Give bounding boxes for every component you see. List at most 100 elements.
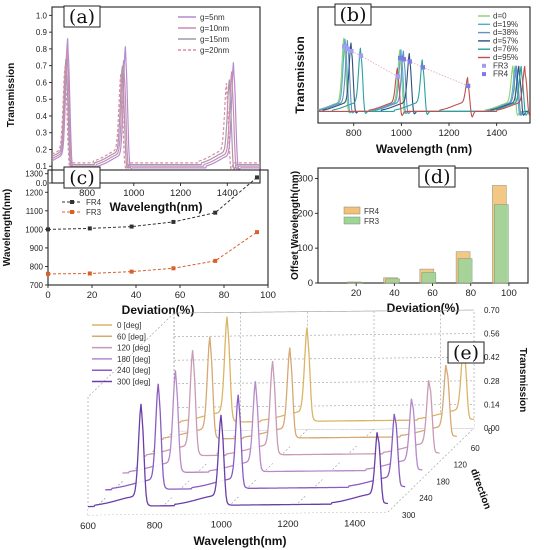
data-point-c <box>255 175 259 180</box>
legend-label-c: FR4 <box>86 198 102 207</box>
y-tick-label-d: 300 <box>297 173 313 184</box>
y-tick-label-a: 0.4 <box>36 112 48 121</box>
y-tick-label-a: 0.6 <box>36 78 48 87</box>
series-line-e <box>156 336 457 441</box>
z-tick-label-e: 0.28 <box>484 377 500 386</box>
legend-swatch-b <box>482 63 486 68</box>
bar-d <box>494 204 509 284</box>
x-tick-label-a: 1200 <box>170 188 191 199</box>
legend-label-b: d=38% <box>493 28 518 37</box>
data-point-c <box>46 271 50 276</box>
z-tick-label-e: 0.42 <box>484 353 500 362</box>
x-tick-label-b: 800 <box>346 128 362 139</box>
y-tick-label-d: 100 <box>297 243 313 254</box>
direction-tick-label-e: 300 <box>402 511 416 520</box>
legend-label-e: 300 [deg] <box>117 378 150 387</box>
legend-label-b: d=76% <box>493 45 518 54</box>
x-tick-label-e: 1400 <box>344 518 365 529</box>
x-tick-label-c: 40 <box>131 290 142 301</box>
legend-label-c: FR3 <box>86 208 102 217</box>
data-point-c <box>46 227 50 232</box>
direction-tick-label-e: 0 <box>488 427 493 436</box>
legend-swatch-d <box>343 216 361 225</box>
legend-label-e: 240 [deg] <box>117 366 150 375</box>
y-tick-label-d: 0 <box>308 278 313 289</box>
legend-label-b: FR3 <box>493 61 509 70</box>
y-tick-label-c: 1300 <box>25 170 43 179</box>
marker-point-b <box>465 83 471 89</box>
direction-axis-label-e: direction <box>468 467 493 510</box>
series-line-c <box>47 177 258 230</box>
y-tick-label-a: 0.2 <box>36 145 48 154</box>
x-tick-label-b: 1200 <box>438 128 459 139</box>
legend-label-a: g=5nm <box>200 13 225 22</box>
legend-label-a: g=15nm <box>200 35 229 44</box>
data-point-c <box>87 271 92 276</box>
series-fill-e <box>88 403 388 515</box>
x-tick-label-d: 80 <box>465 288 476 299</box>
x-tick-label-c: 100 <box>260 290 276 301</box>
plot-frame-a <box>51 6 261 184</box>
y-tick-label-c: 1000 <box>25 225 43 234</box>
panel-tag-b: (b) <box>340 4 367 26</box>
x-axis-label-d: Deviation(%) <box>387 301 460 315</box>
y-axis-label-b: Transmission <box>293 36 307 113</box>
x-tick-label-e: 1200 <box>277 519 298 530</box>
legend-marker-c <box>70 210 74 214</box>
legend-label-e: 180 [deg] <box>117 355 150 364</box>
z-grid-e <box>173 356 475 361</box>
y-tick-label-a: 0.1 <box>36 162 48 171</box>
y-tick-label-c: 1100 <box>26 207 44 216</box>
marker-point-b <box>345 46 350 51</box>
series-line-e <box>139 350 440 457</box>
direction-tick-label-e: 180 <box>436 477 450 486</box>
data-point-c <box>171 266 176 271</box>
x-tick-label-e: 1000 <box>211 520 232 531</box>
y-tick-label-a: 1.0 <box>36 11 48 20</box>
z-tick-label-e: 0.56 <box>484 330 500 339</box>
data-point-c <box>87 226 92 231</box>
y-tick-label-c: 1200 <box>25 188 43 197</box>
legend-label-b: d=57% <box>493 36 518 45</box>
legend-label-a: g=20nm <box>200 46 229 55</box>
x-tick-label-c: 20 <box>87 290 98 301</box>
y-tick-label-c: 700 <box>30 281 44 290</box>
legend-label-b: FR4 <box>493 70 509 79</box>
data-point-c <box>171 219 176 224</box>
marker-point-b <box>343 45 348 50</box>
panel-tag-box-d <box>418 165 456 188</box>
y-tick-label-a: 0.7 <box>36 62 48 71</box>
data-point-c <box>129 224 134 229</box>
series-line-a <box>51 49 260 170</box>
x-tick-label-d: 20 <box>351 288 362 299</box>
y-tick-label-a: 0.5 <box>36 95 48 104</box>
legend-label-a: g=10nm <box>200 24 229 33</box>
legend-label-d: FR4 <box>364 207 380 216</box>
x-tick-label-d: 60 <box>427 288 438 299</box>
marker-point-b <box>395 74 400 79</box>
y-tick-label-a: 0.9 <box>36 28 48 37</box>
x-tick-label-d: 40 <box>389 288 400 299</box>
legend-swatch-b <box>482 72 486 77</box>
x-tick-label-c: 60 <box>175 290 186 301</box>
x-tick-label-b: 1000 <box>391 128 412 139</box>
z-grid-e <box>173 333 475 337</box>
y-axis-label-c: Wavelength(nm) <box>2 189 13 266</box>
legend-marker-c <box>70 200 74 204</box>
x-tick-label-e: 800 <box>147 520 163 531</box>
marker-point-b <box>401 57 406 62</box>
z-tick-label-e: 0.00 <box>484 424 500 433</box>
y-tick-label-d: 200 <box>297 208 313 219</box>
legend-label-b: d=19% <box>493 20 518 29</box>
marker-point-b <box>420 65 426 70</box>
side-wall-e <box>87 312 175 515</box>
series-line-a <box>51 65 260 171</box>
panel-tag-box-a <box>63 5 101 28</box>
panel-tag-box-b <box>334 3 372 26</box>
series-line-e <box>122 370 423 474</box>
legend-label-b: d=0 <box>493 12 507 21</box>
back-wall-e <box>173 309 475 431</box>
panel-tag-d: (d) <box>424 166 451 188</box>
data-point-c <box>213 258 218 263</box>
z-tick-label-e: 0.14 <box>484 400 500 409</box>
